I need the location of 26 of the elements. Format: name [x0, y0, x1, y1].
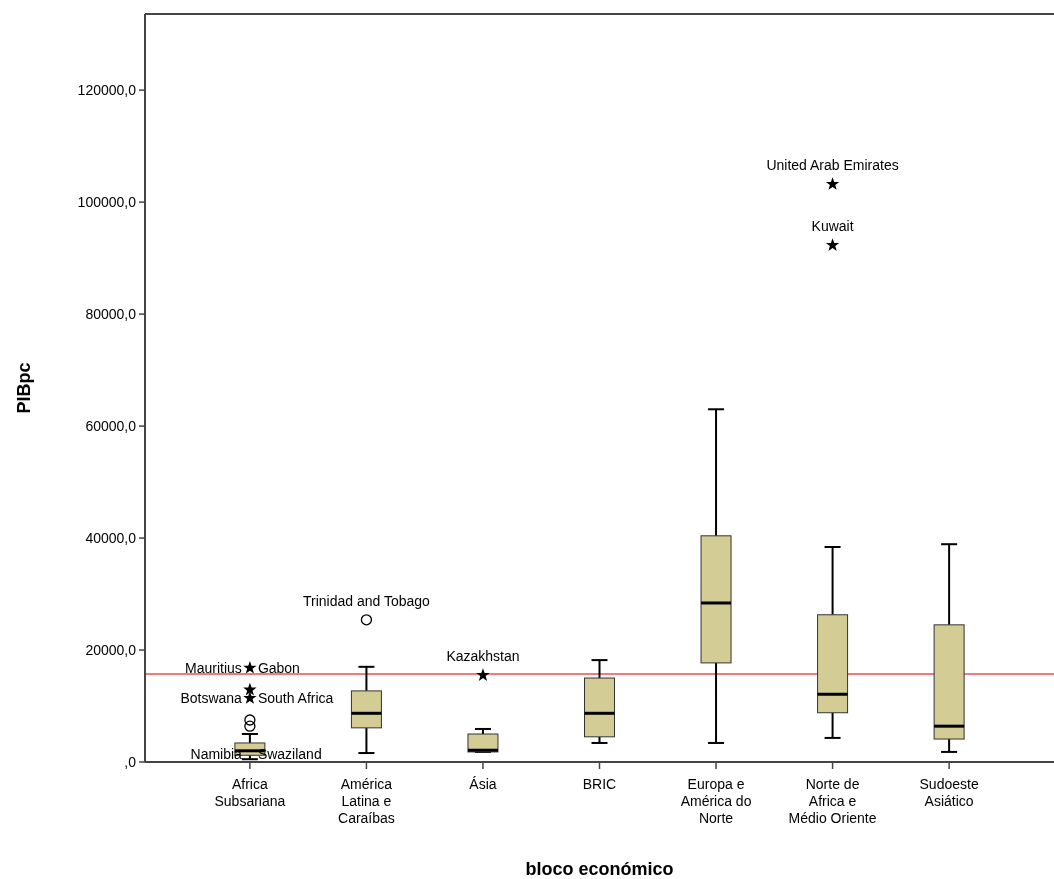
- x-axis-title: bloco económico: [525, 859, 674, 879]
- annotation: Botswana: [180, 690, 243, 707]
- y-tick-label: 20000,0: [85, 641, 137, 658]
- annotation: Gabon: [257, 659, 300, 676]
- annotation: Swaziland: [257, 745, 322, 762]
- annotation: Kazakhstan: [446, 648, 520, 665]
- y-tick-label: 100000,0: [77, 194, 137, 211]
- x-tick-label: BRIC: [582, 776, 617, 792]
- x-tick-label: Africa Subsariana: [214, 776, 286, 809]
- x-tick-label: Sudoeste Asiático: [919, 776, 979, 809]
- x-tick-label: Ásia: [469, 776, 497, 792]
- y-tick-label: ,0: [124, 753, 137, 770]
- annotation: Namibia: [190, 745, 243, 762]
- y-tick-label: 120000,0: [77, 82, 137, 99]
- x-tick-label: América Latina e Caraíbas: [338, 776, 395, 826]
- annotation: Mauritius: [185, 659, 242, 676]
- annotation: South Africa: [257, 690, 334, 707]
- annotation: Kuwait: [811, 218, 854, 235]
- x-tick-label: Europa e América do Norte: [680, 776, 752, 826]
- y-axis-title: PIBpc: [14, 362, 34, 414]
- annotation: Trinidad and Tobago: [302, 592, 431, 609]
- y-tick-label: 60000,0: [85, 417, 137, 434]
- annotation: United Arab Emirates: [766, 157, 899, 174]
- y-tick-label: 40000,0: [85, 529, 137, 546]
- y-tick-label: 80000,0: [85, 306, 137, 322]
- x-tick-label: Norte de Africa e Médio Oriente: [788, 776, 877, 826]
